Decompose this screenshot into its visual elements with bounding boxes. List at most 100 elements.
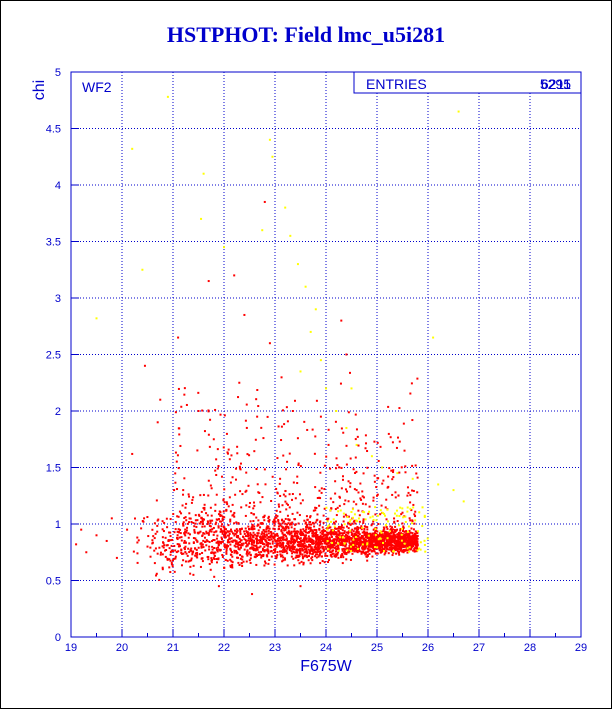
data-point	[178, 545, 181, 548]
data-point	[349, 545, 352, 548]
data-point	[176, 454, 179, 457]
data-point	[351, 537, 354, 540]
data-point	[304, 534, 307, 537]
data-point	[347, 532, 350, 535]
data-point	[207, 555, 210, 558]
data-point	[379, 445, 382, 448]
data-point	[182, 489, 185, 492]
data-point	[392, 551, 395, 554]
data-point	[418, 547, 421, 550]
data-point	[223, 546, 226, 549]
data-point	[136, 561, 139, 564]
data-point	[403, 548, 406, 551]
data-point	[356, 435, 359, 438]
data-point	[297, 522, 300, 525]
data-point	[252, 513, 255, 516]
data-point	[342, 475, 345, 478]
data-point	[389, 525, 392, 528]
data-point	[365, 534, 368, 537]
data-point	[409, 494, 412, 497]
data-point	[304, 550, 307, 553]
data-point	[308, 523, 311, 526]
data-point	[382, 541, 385, 544]
data-point	[366, 466, 369, 469]
data-point	[211, 540, 214, 543]
data-point	[375, 486, 378, 489]
data-point	[173, 557, 176, 560]
data-point	[213, 558, 216, 561]
data-point	[323, 464, 326, 467]
data-point	[276, 551, 279, 554]
data-point	[270, 532, 273, 535]
data-point	[158, 546, 161, 549]
data-point	[307, 545, 310, 548]
data-point	[373, 531, 376, 534]
data-point	[378, 545, 381, 548]
data-point	[217, 546, 220, 549]
data-point	[399, 547, 402, 550]
data-point	[254, 537, 257, 540]
data-point	[373, 480, 376, 483]
data-point	[315, 399, 318, 402]
data-point	[233, 511, 236, 514]
data-point	[223, 528, 226, 531]
data-point	[396, 539, 399, 542]
data-point	[416, 531, 419, 534]
data-point	[244, 541, 247, 544]
data-point	[272, 532, 275, 535]
data-point	[378, 547, 381, 550]
data-point	[410, 382, 413, 385]
data-point	[413, 537, 416, 540]
data-point	[224, 559, 227, 562]
data-point	[392, 544, 395, 547]
data-point	[273, 551, 276, 554]
data-point	[384, 551, 387, 554]
data-point	[365, 536, 368, 539]
data-point	[301, 499, 304, 502]
data-point	[340, 427, 343, 430]
data-point	[304, 531, 307, 534]
data-point	[335, 410, 338, 412]
data-point	[343, 551, 346, 554]
data-point	[346, 547, 349, 550]
data-point	[337, 544, 340, 547]
data-point	[192, 550, 195, 553]
data-point	[133, 517, 136, 520]
data-point	[330, 544, 333, 547]
data-point	[185, 531, 188, 534]
data-point	[237, 534, 240, 537]
data-point	[174, 521, 177, 524]
data-point	[173, 570, 176, 573]
data-point	[387, 532, 390, 535]
data-point	[326, 518, 329, 521]
data-point	[267, 519, 270, 522]
data-point	[209, 506, 212, 509]
data-point	[329, 539, 332, 542]
data-point	[294, 535, 297, 538]
data-point	[390, 548, 393, 551]
data-point	[318, 541, 321, 544]
data-point	[358, 545, 361, 548]
data-point	[235, 531, 238, 534]
data-point	[228, 530, 231, 533]
data-point	[292, 550, 295, 553]
data-point	[369, 516, 372, 519]
data-point	[355, 443, 358, 446]
data-point	[387, 548, 390, 551]
data-point	[330, 520, 333, 523]
data-point	[337, 556, 340, 559]
data-point	[376, 552, 379, 555]
data-point	[131, 452, 134, 455]
data-point	[253, 541, 256, 544]
data-point	[338, 527, 341, 530]
data-point	[303, 420, 306, 423]
data-point	[182, 522, 185, 525]
data-point	[392, 540, 395, 543]
data-point	[275, 557, 278, 560]
data-point	[404, 541, 407, 544]
data-point	[329, 530, 332, 533]
data-point	[372, 520, 375, 523]
data-point	[437, 483, 440, 486]
data-point	[153, 562, 156, 565]
data-point	[320, 536, 323, 539]
